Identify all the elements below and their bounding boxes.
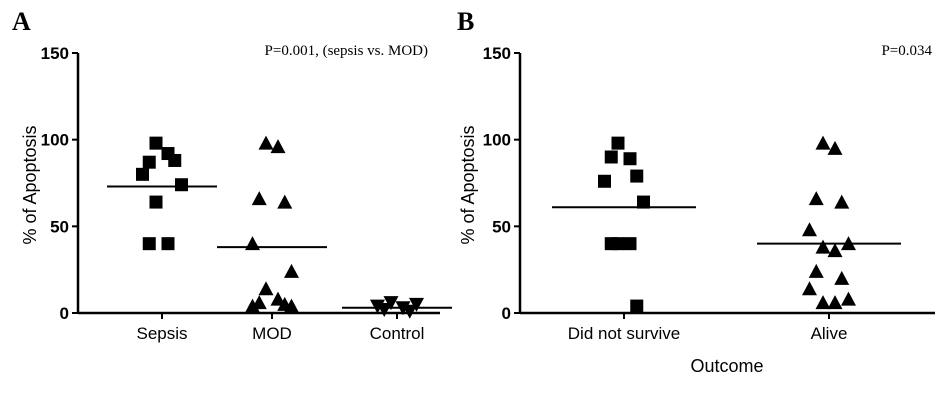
y-tick-label: 0 bbox=[502, 304, 511, 323]
panel-b-plot-area: 0 50 100 150 Did not survive Alive bbox=[483, 44, 935, 343]
data-point-triangle bbox=[277, 194, 293, 209]
data-point-square bbox=[630, 169, 644, 183]
data-point-square bbox=[611, 136, 625, 150]
data-point-triangle-down bbox=[370, 299, 385, 314]
data-point-triangle bbox=[815, 295, 831, 310]
data-point-square bbox=[149, 136, 163, 150]
data-point-triangle bbox=[258, 135, 274, 150]
data-point-triangle bbox=[802, 222, 817, 237]
data-point-square bbox=[623, 237, 637, 251]
data-point-triangle bbox=[251, 191, 267, 206]
data-point-square bbox=[598, 174, 611, 188]
data-point-triangle bbox=[834, 270, 850, 285]
x-tick-label: Alive bbox=[811, 324, 848, 343]
data-point-triangle bbox=[815, 239, 831, 254]
data-point-triangle bbox=[270, 139, 286, 154]
x-tick-label: Control bbox=[370, 324, 425, 343]
data-point-triangle bbox=[808, 263, 824, 278]
data-point-triangle bbox=[258, 281, 274, 296]
data-point-square bbox=[623, 152, 637, 166]
data-point-square bbox=[136, 167, 149, 181]
panel-b-x-axis-title: Outcome bbox=[690, 356, 763, 376]
y-tick-label: 150 bbox=[483, 44, 511, 63]
panel-a: A P=0.001, (sepsis vs. MOD) % of Apoptos… bbox=[12, 7, 452, 343]
data-point-square bbox=[175, 178, 188, 192]
y-tick-label: 0 bbox=[60, 304, 69, 323]
data-point-triangle bbox=[827, 140, 843, 155]
y-tick-label: 100 bbox=[483, 131, 511, 150]
y-tick-label: 150 bbox=[41, 44, 69, 63]
data-point-square bbox=[168, 153, 182, 167]
panel-a-letter: A bbox=[12, 7, 31, 36]
data-point-square bbox=[630, 299, 644, 313]
data-point-square bbox=[604, 150, 618, 164]
panel-a-y-axis-title: % of Apoptosis bbox=[20, 125, 40, 244]
x-tick-label: Sepsis bbox=[136, 324, 187, 343]
data-point-triangle bbox=[284, 263, 299, 278]
data-point-triangle bbox=[284, 298, 299, 313]
data-point-triangle bbox=[270, 291, 286, 306]
data-point-triangle bbox=[815, 135, 831, 150]
data-point-triangle bbox=[808, 191, 824, 206]
x-tick-label: Did not survive bbox=[568, 324, 680, 343]
data-point-triangle bbox=[827, 243, 843, 258]
y-tick-label: 100 bbox=[41, 131, 69, 150]
data-point-square bbox=[142, 237, 156, 251]
panel-b-y-axis-title: % of Apoptosis bbox=[458, 125, 478, 244]
data-point-triangle bbox=[827, 295, 843, 310]
panel-a-plot-area: 0 50 100 150 Sepsis MOD Control bbox=[41, 44, 452, 343]
data-point-triangle bbox=[245, 298, 260, 313]
data-point-square bbox=[637, 195, 650, 209]
y-tick-label: 50 bbox=[492, 217, 511, 236]
data-point-triangle bbox=[841, 291, 856, 306]
data-point-square bbox=[142, 155, 156, 169]
y-tick-label: 50 bbox=[50, 217, 69, 236]
data-point-square bbox=[604, 237, 618, 251]
data-point-square bbox=[149, 195, 163, 209]
panel-b-letter: B bbox=[457, 7, 474, 36]
panel-a-pvalue: P=0.001, (sepsis vs. MOD) bbox=[265, 43, 428, 59]
x-tick-label: MOD bbox=[252, 324, 292, 343]
panel-b: B P=0.034 % of Apoptosis Outcome 0 50 100 1… bbox=[457, 7, 935, 376]
data-point-square bbox=[161, 237, 175, 251]
data-point-triangle-down bbox=[409, 297, 424, 312]
data-point-triangle bbox=[802, 281, 817, 296]
panel-b-pvalue: P=0.034 bbox=[881, 43, 932, 59]
data-point-triangle bbox=[834, 194, 850, 209]
